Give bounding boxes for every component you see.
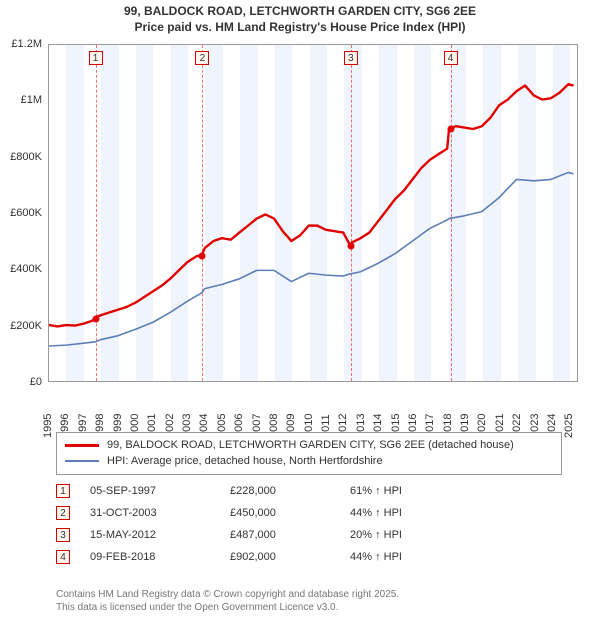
- event-price: £902,000: [230, 551, 350, 563]
- legend-row-red: 99, BALDOCK ROAD, LETCHWORTH GARDEN CITY…: [65, 437, 553, 453]
- x-tick-label: 2025: [563, 414, 575, 438]
- event-row: 1 05-SEP-1997£228,00061% ↑ HPI: [56, 480, 562, 502]
- series-line-blue: [49, 172, 574, 346]
- footnote-line-1: Contains HM Land Registry data © Crown c…: [56, 588, 562, 601]
- event-row-marker: 1: [56, 484, 70, 498]
- legend: 99, BALDOCK ROAD, LETCHWORTH GARDEN CITY…: [56, 432, 562, 475]
- event-delta: 44% ↑ HPI: [350, 551, 402, 563]
- event-row-marker: 4: [56, 550, 70, 564]
- event-price: £228,000: [230, 485, 350, 497]
- x-tick-label: 1995: [42, 414, 54, 438]
- event-price: £450,000: [230, 507, 350, 519]
- event-marker-1: 1: [89, 51, 103, 65]
- legend-swatch-red: [65, 444, 99, 447]
- legend-row-blue: HPI: Average price, detached house, Nort…: [65, 453, 553, 469]
- title-line-2: Price paid vs. HM Land Registry's House …: [0, 20, 600, 36]
- event-date: 31-OCT-2003: [90, 507, 230, 519]
- event-marker-4: 4: [444, 51, 458, 65]
- legend-label-blue: HPI: Average price, detached house, Nort…: [107, 455, 383, 467]
- event-price: £487,000: [230, 529, 350, 541]
- event-row: 3 15-MAY-2012£487,00020% ↑ HPI: [56, 524, 562, 546]
- footnote: Contains HM Land Registry data © Crown c…: [56, 588, 562, 614]
- event-marker-2: 2: [195, 51, 209, 65]
- event-dot-2: [199, 253, 206, 260]
- legend-swatch-blue: [65, 460, 99, 462]
- y-tick-label: £1.2M: [11, 38, 42, 50]
- chart-plot-area: 1 2 3 4: [48, 44, 578, 382]
- event-row-marker: 2: [56, 506, 70, 520]
- footnote-line-2: This data is licensed under the Open Gov…: [56, 601, 562, 614]
- y-axis-labels: £0£200K£400K£600K£800K£1M£1.2M: [0, 44, 46, 382]
- y-tick-label: £800K: [10, 151, 42, 163]
- series-line-red: [49, 84, 574, 326]
- y-tick-label: £200K: [10, 320, 42, 332]
- event-date: 09-FEB-2018: [90, 551, 230, 563]
- event-delta: 61% ↑ HPI: [350, 485, 402, 497]
- event-marker-3: 3: [344, 51, 358, 65]
- x-axis-labels: 1995199619971998199920002001200220032004…: [48, 384, 578, 428]
- title-line-1: 99, BALDOCK ROAD, LETCHWORTH GARDEN CITY…: [0, 4, 600, 20]
- title-block: 99, BALDOCK ROAD, LETCHWORTH GARDEN CITY…: [0, 0, 600, 35]
- event-date: 05-SEP-1997: [90, 485, 230, 497]
- y-tick-label: £0: [30, 376, 42, 388]
- event-row: 4 09-FEB-2018£902,00044% ↑ HPI: [56, 546, 562, 568]
- event-row-marker: 3: [56, 528, 70, 542]
- event-delta: 44% ↑ HPI: [350, 507, 402, 519]
- event-delta: 20% ↑ HPI: [350, 529, 402, 541]
- event-dot-3: [347, 242, 354, 249]
- event-dot-4: [447, 125, 454, 132]
- event-table: 1 05-SEP-1997£228,00061% ↑ HPI 2 31-OCT-200…: [56, 480, 562, 568]
- line-plot-svg: [49, 45, 577, 381]
- y-tick-label: £600K: [10, 207, 42, 219]
- y-tick-label: £1M: [21, 94, 42, 106]
- chart-container: 99, BALDOCK ROAD, LETCHWORTH GARDEN CITY…: [0, 0, 600, 620]
- y-tick-label: £400K: [10, 263, 42, 275]
- event-date: 15-MAY-2012: [90, 529, 230, 541]
- event-row: 2 31-OCT-2003£450,00044% ↑ HPI: [56, 502, 562, 524]
- legend-label-red: 99, BALDOCK ROAD, LETCHWORTH GARDEN CITY…: [107, 439, 514, 451]
- event-dot-1: [92, 315, 99, 322]
